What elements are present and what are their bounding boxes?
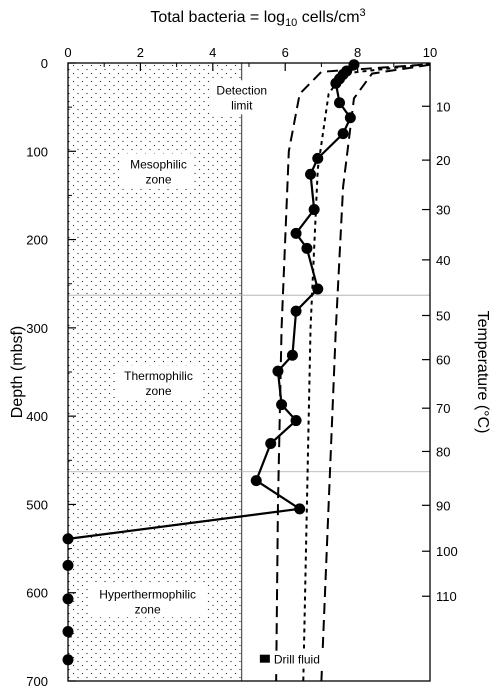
zone-label-2-line1: Thermophilic (124, 369, 193, 383)
data-point (312, 152, 324, 164)
drill-fluid-label: Drill fluid (274, 653, 320, 667)
x-tick-label: 10 (423, 45, 437, 60)
y-tick-label: 600 (26, 586, 48, 601)
y-tick-label: 300 (26, 321, 48, 336)
y-tick-label: 100 (26, 144, 48, 159)
y-tick-label: 400 (26, 409, 48, 424)
y-axis-ticks: 0 100 200 300 400 500 600 700 (26, 56, 76, 689)
y2-axis-label: Temperature (°C) (474, 311, 491, 434)
drill-fluid-bg (257, 650, 334, 669)
data-point (290, 227, 302, 239)
zone-label-2-line2: zone (145, 384, 171, 398)
data-point (294, 503, 306, 515)
data-point (276, 399, 288, 411)
bacteria-series (62, 59, 360, 666)
data-point (250, 475, 262, 487)
y2-tick-label: 70 (436, 401, 450, 416)
drill-fluid-marker (259, 654, 270, 663)
detection-label-bg (211, 80, 272, 115)
y2-tick-label: 40 (436, 253, 450, 268)
x-tick-label: 4 (209, 45, 216, 60)
drill-fluid-legend: Drill fluid (257, 650, 334, 669)
detection-label-line2: limit (231, 98, 253, 112)
y2-tick-label: 80 (436, 444, 450, 459)
y2-tick-label: 10 (436, 99, 450, 114)
detection-label-line1: Detection (216, 83, 267, 97)
y-tick-label: 0 (41, 56, 48, 71)
detection-limit-annotation: Detection limit (211, 80, 272, 115)
zone-labels: MesophiliczoneThermophiliczoneHypertherm… (88, 153, 207, 618)
y2-tick-label: 50 (436, 308, 450, 323)
data-point (312, 283, 324, 295)
zone-label-1-line2: zone (145, 172, 171, 186)
data-point (344, 112, 356, 124)
data-point (330, 77, 342, 89)
chart-title: Total bacteria = log10 cells/cm3 (150, 7, 365, 29)
zone-label-3-line1: Hyperthermophilic (99, 587, 196, 601)
x-tick-label: 0 (64, 45, 71, 60)
data-point (348, 59, 360, 71)
data-point (305, 168, 317, 180)
temperature-curves (275, 63, 430, 681)
zone-label-bg (122, 153, 195, 188)
temperature-curve-3 (320, 63, 430, 681)
x-tick-label: 6 (282, 45, 289, 60)
data-point (308, 204, 320, 216)
zone-label-bg (88, 583, 207, 618)
zone-label-3-line2: zone (135, 602, 161, 616)
y2-tick-label: 90 (436, 498, 450, 513)
x-tick-label: 8 (354, 45, 361, 60)
data-point (301, 242, 313, 254)
data-point (290, 305, 302, 317)
data-point (265, 438, 277, 450)
zone-label-1-line1: Mesophilic (130, 157, 187, 171)
temperature-curve-2 (302, 63, 430, 681)
y2-axis-ticks: 10 20 30 40 50 60 70 80 90 100 110 (422, 99, 458, 604)
y-axis-label: Depth (mbsf) (9, 326, 26, 418)
x-axis-ticks: 0 2 4 6 8 10 (64, 45, 437, 71)
y2-tick-label: 100 (436, 544, 458, 559)
y2-tick-label: 20 (436, 153, 450, 168)
title-mid: cells/cm (297, 9, 359, 26)
data-point (290, 415, 302, 427)
temperature-curve-1 (275, 63, 423, 681)
y-tick-label: 700 (26, 674, 48, 689)
zone-label-bg (115, 365, 202, 400)
y-tick-label: 500 (26, 497, 48, 512)
data-point (272, 365, 284, 377)
y-tick-label: 200 (26, 233, 48, 248)
zone-boundaries (68, 294, 430, 473)
y2-tick-label: 60 (436, 353, 450, 368)
data-point (337, 128, 349, 140)
data-point (334, 97, 345, 109)
x-tick-label: 2 (137, 45, 144, 60)
data-point (286, 349, 298, 361)
y2-tick-label: 30 (436, 203, 450, 218)
title-superscript: 3 (360, 7, 366, 19)
y2-tick-label: 110 (436, 589, 457, 604)
title-subscript: 10 (285, 17, 297, 29)
title-prefix: Total bacteria = log (150, 9, 285, 26)
